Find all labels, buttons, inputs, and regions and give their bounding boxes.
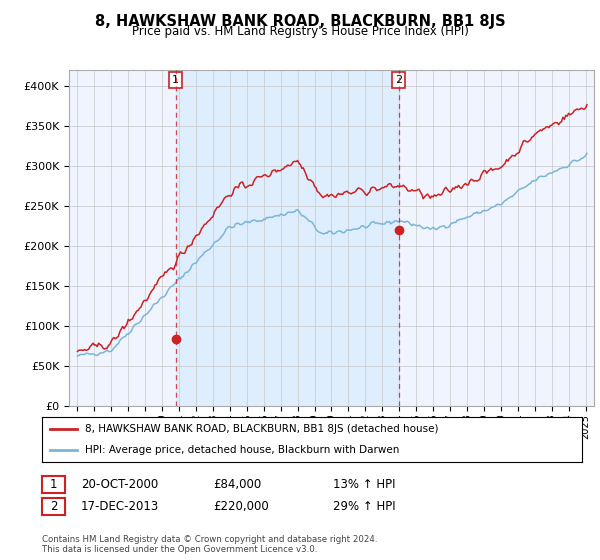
- Text: 2: 2: [50, 500, 57, 514]
- Text: £84,000: £84,000: [213, 478, 261, 491]
- Bar: [176, 70, 398, 406]
- Text: 29% ↑ HPI: 29% ↑ HPI: [333, 500, 395, 514]
- Text: 8, HAWKSHAW BANK ROAD, BLACKBURN, BB1 8JS (detached house): 8, HAWKSHAW BANK ROAD, BLACKBURN, BB1 8J…: [85, 424, 439, 435]
- Text: £220,000: £220,000: [213, 500, 269, 514]
- Text: Contains HM Land Registry data © Crown copyright and database right 2024.
This d: Contains HM Land Registry data © Crown c…: [42, 535, 377, 554]
- Text: 1: 1: [50, 478, 57, 491]
- Text: Price paid vs. HM Land Registry's House Price Index (HPI): Price paid vs. HM Land Registry's House …: [131, 25, 469, 38]
- Text: 20-OCT-2000: 20-OCT-2000: [81, 478, 158, 491]
- Text: 13% ↑ HPI: 13% ↑ HPI: [333, 478, 395, 491]
- Text: 8, HAWKSHAW BANK ROAD, BLACKBURN, BB1 8JS: 8, HAWKSHAW BANK ROAD, BLACKBURN, BB1 8J…: [95, 14, 505, 29]
- Text: 2: 2: [395, 75, 402, 85]
- Text: HPI: Average price, detached house, Blackburn with Darwen: HPI: Average price, detached house, Blac…: [85, 445, 400, 455]
- Text: 1: 1: [172, 75, 179, 85]
- Text: 17-DEC-2013: 17-DEC-2013: [81, 500, 159, 514]
